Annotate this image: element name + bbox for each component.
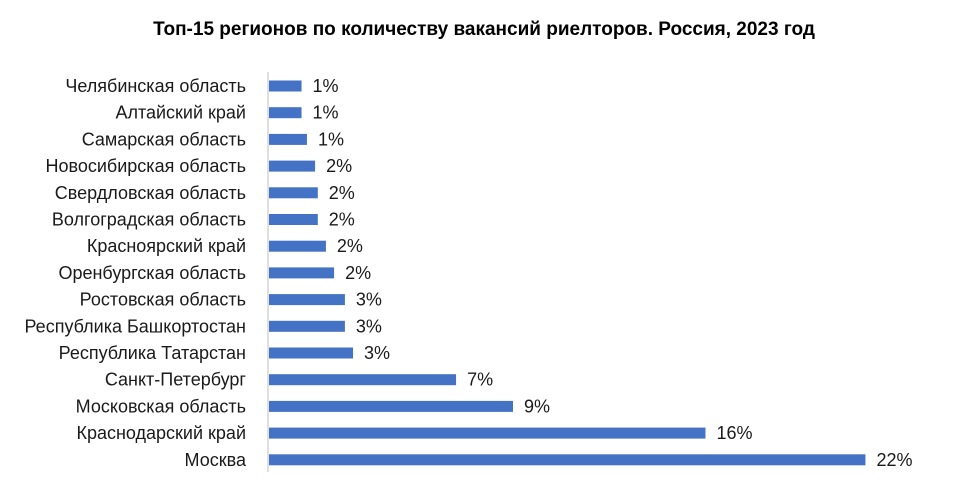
- bar: [269, 400, 513, 412]
- value-label: 1%: [313, 103, 339, 123]
- value-label: 1%: [318, 129, 344, 149]
- bar: [269, 214, 318, 225]
- category-label: Красноярский край: [87, 236, 246, 256]
- value-label: 2%: [337, 236, 363, 256]
- value-label: 3%: [364, 343, 390, 363]
- bar: [269, 427, 706, 439]
- bar: [269, 347, 354, 359]
- bar: [269, 374, 457, 386]
- value-label: 7%: [467, 370, 493, 390]
- bar: [269, 133, 307, 145]
- category-label: Ростовская область: [80, 290, 246, 310]
- value-label: 2%: [345, 263, 371, 283]
- value-label: 9%: [524, 396, 550, 416]
- category-label: Санкт-Петербург: [105, 370, 247, 390]
- category-labels: Челябинская область Алтайский край Самарск…: [24, 76, 247, 470]
- bar: [269, 320, 345, 332]
- bar: [269, 454, 866, 466]
- value-label: 1%: [313, 76, 339, 96]
- value-label: 3%: [356, 290, 382, 310]
- category-label: Краснодарский край: [76, 423, 246, 443]
- value-label: 3%: [356, 316, 382, 336]
- bar: [269, 187, 318, 199]
- value-label: 16%: [716, 423, 752, 443]
- category-label: Свердловская область: [55, 183, 246, 203]
- bars: [269, 80, 866, 466]
- category-label: Оренбургская область: [58, 263, 246, 283]
- bar: [269, 160, 316, 172]
- category-label: Республика Башкортостан: [24, 316, 246, 336]
- value-label: 2%: [329, 210, 355, 230]
- bar: [269, 240, 326, 252]
- bar: [269, 267, 335, 279]
- category-label: Самарская область: [82, 129, 246, 149]
- category-label: Алтайский край: [115, 103, 246, 123]
- chart-title: Топ-15 регионов по количеству вакансий р…: [153, 19, 815, 40]
- category-label: Республика Татарстан: [59, 343, 246, 363]
- value-label: 22%: [876, 450, 912, 470]
- category-label: Волгоградская область: [52, 210, 246, 230]
- bar: [269, 107, 302, 119]
- category-label: Москва: [185, 450, 247, 470]
- category-label: Челябинская область: [65, 76, 246, 96]
- bar: [269, 80, 302, 92]
- value-label: 2%: [329, 183, 355, 203]
- bar: [269, 294, 345, 306]
- category-label: Новосибирская область: [46, 156, 247, 176]
- value-labels: 1% 1% 1% 2% 2% 2% 2% 2% 3% 3% 3% 7% 9% 16% 22%: [313, 76, 913, 470]
- value-label: 2%: [326, 156, 352, 176]
- category-label: Московская область: [76, 396, 246, 416]
